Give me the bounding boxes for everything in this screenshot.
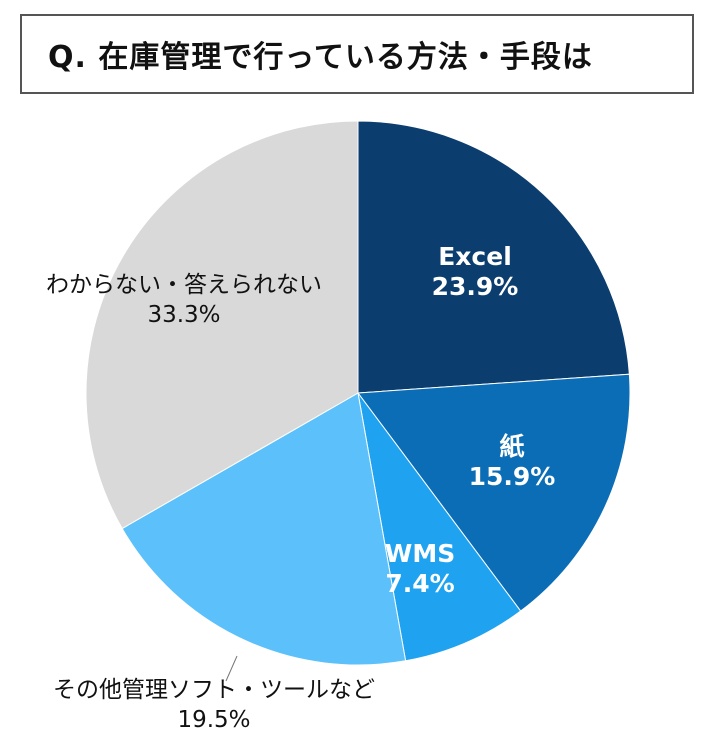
slice-label-wms: WMS 7.4%	[385, 539, 455, 598]
slice-value-excel: 23.9%	[432, 272, 519, 301]
slice-value-other-tools: 19.5%	[177, 707, 250, 733]
leader-line	[225, 655, 238, 682]
slice-name-excel: Excel	[438, 242, 512, 271]
pie-slice-paper	[357, 373, 631, 612]
slice-label-paper: 紙 15.9%	[469, 432, 556, 491]
pie-slice-wms	[357, 392, 522, 662]
slice-label-unknown: わからない・答えられない 33.3%	[46, 272, 322, 328]
pie-slice-unknown	[85, 120, 359, 530]
slice-name-paper: 紙	[499, 432, 524, 461]
slice-value-unknown: 33.3%	[147, 302, 220, 328]
slice-value-wms: 7.4%	[385, 569, 454, 598]
slice-name-unknown: わからない・答えられない	[46, 272, 322, 298]
slice-value-paper: 15.9%	[469, 462, 556, 491]
chart-title-box: Q. 在庫管理で行っている方法・手段は	[20, 14, 694, 94]
slice-name-other-tools: その他管理ソフト・ツールなど	[53, 677, 375, 703]
slice-label-other-tools: その他管理ソフト・ツールなど 19.5%	[53, 677, 375, 733]
pie-slice-other-tools	[121, 392, 407, 666]
slice-name-wms: WMS	[385, 539, 455, 568]
slice-label-excel: Excel 23.9%	[432, 242, 519, 301]
chart-title: Q. 在庫管理で行っている方法・手段は	[48, 40, 593, 75]
pie-slice-excel	[357, 120, 630, 394]
